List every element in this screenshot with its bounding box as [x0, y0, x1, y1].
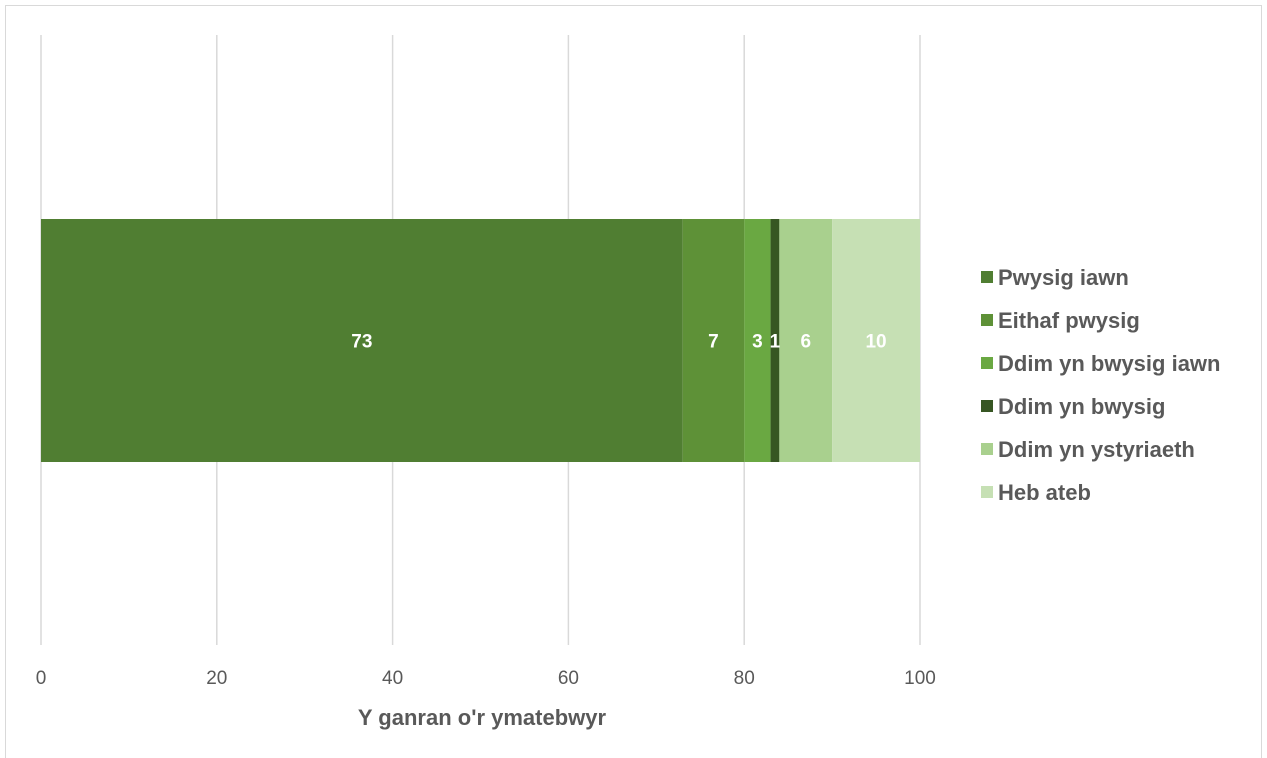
x-tick-labels: 0 20 40 60 80 100 — [36, 668, 936, 689]
bar-segments — [41, 219, 920, 462]
bar-segment-ddim-yn-bwysig — [770, 219, 780, 462]
bar-segment-ddim-yn-ystyriaeth — [779, 219, 833, 462]
x-tick-label-60: 60 — [558, 668, 579, 689]
data-label-ddim-yn-bwysig-iawn: 3 — [752, 332, 763, 353]
bar-segment-pwysig-iawn — [41, 219, 683, 462]
legend-swatch-ddim-yn-bwysig — [981, 400, 993, 412]
data-label-ddim-yn-ystyriaeth: 6 — [800, 332, 811, 353]
legend-label-ddim-yn-bwysig: Ddim yn bwysig — [998, 394, 1165, 419]
legend-swatch-eithaf-pwysig — [981, 314, 993, 326]
data-label-ddim-yn-bwysig: 1 — [770, 332, 781, 353]
legend-label-heb-ateb: Heb ateb — [998, 480, 1091, 505]
legend: Pwysig iawn Eithaf pwysig Ddim yn bwysig i… — [981, 265, 1220, 505]
data-label-eithaf-pwysig: 7 — [708, 332, 719, 353]
x-tick-label-80: 80 — [734, 668, 755, 689]
x-axis-title: Y ganran o'r ymatebwyr — [358, 705, 607, 730]
legend-swatch-ddim-yn-bwysig-iawn — [981, 357, 993, 369]
data-label-pwysig-iawn: 73 — [351, 332, 372, 353]
legend-label-ddim-yn-ystyriaeth: Ddim yn ystyriaeth — [998, 437, 1195, 462]
legend-label-ddim-yn-bwysig-iawn: Ddim yn bwysig iawn — [998, 351, 1220, 376]
x-tick-label-0: 0 — [36, 668, 47, 689]
bar-segment-ddim-yn-bwysig-iawn — [744, 219, 771, 462]
legend-swatch-pwysig-iawn — [981, 271, 993, 283]
legend-swatch-heb-ateb — [981, 486, 993, 498]
x-tick-label-20: 20 — [206, 668, 227, 689]
x-tick-label-40: 40 — [382, 668, 403, 689]
data-label-heb-ateb: 10 — [865, 332, 886, 353]
legend-label-eithaf-pwysig: Eithaf pwysig — [998, 308, 1140, 333]
x-tick-label-100: 100 — [904, 668, 936, 689]
legend-swatch-ddim-yn-ystyriaeth — [981, 443, 993, 455]
bar-segment-heb-ateb — [832, 219, 920, 462]
legend-label-pwysig-iawn: Pwysig iawn — [998, 265, 1129, 290]
data-labels: 73 7 3 1 6 10 — [351, 332, 886, 353]
bar-segment-eithaf-pwysig — [682, 219, 745, 462]
